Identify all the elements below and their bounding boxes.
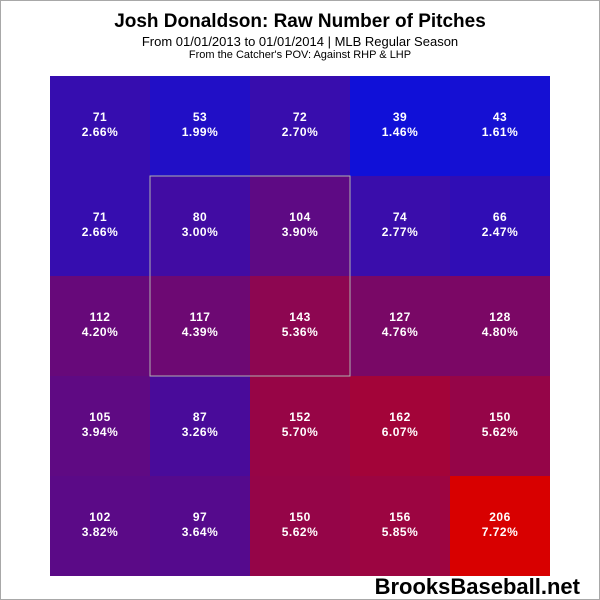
heatmap-cell-r0-c3	[350, 76, 450, 176]
heatmap-cell-r2-c2	[250, 276, 350, 376]
heatmap-cell-r4-c4	[450, 476, 550, 576]
chart-title: Josh Donaldson: Raw Number of Pitches	[114, 11, 486, 32]
heatmap-cell-r1-c3	[350, 176, 450, 276]
heatmap-cell-r3-c0	[50, 376, 150, 476]
cell-percent-r2-c0: 4.20%	[82, 325, 119, 339]
heatmap-cell-r4-c0	[50, 476, 150, 576]
cell-percent-r4-c0: 3.82%	[82, 525, 119, 539]
heatmap-cell-r1-c0	[50, 176, 150, 276]
heatmap-cell-r0-c4	[450, 76, 550, 176]
cell-percent-r3-c0: 3.94%	[82, 425, 119, 439]
cell-percent-r2-c3: 4.76%	[382, 325, 419, 339]
chart-note: From the Catcher's POV: Against RHP & LH…	[188, 49, 412, 61]
cell-count-r1-c0: 71	[93, 210, 107, 224]
heatmap-cell-r3-c1	[150, 376, 250, 476]
cell-count-r0-c2: 72	[293, 110, 307, 124]
cell-count-r0-c0: 71	[93, 110, 107, 124]
heatmap-cell-r0-c1	[150, 76, 250, 176]
cell-count-r1-c3: 74	[393, 210, 407, 224]
cell-percent-r3-c2: 5.70%	[282, 425, 319, 439]
cell-percent-r1-c0: 2.66%	[82, 225, 119, 239]
heatmap-cell-r3-c4	[450, 376, 550, 476]
cell-count-r0-c4: 43	[493, 110, 507, 124]
cell-count-r4-c2: 150	[289, 510, 311, 524]
heatmap-cell-r4-c1	[150, 476, 250, 576]
cell-count-r3-c4: 150	[489, 410, 511, 424]
cell-count-r2-c1: 117	[190, 310, 211, 324]
heatmap-cell-r1-c2	[250, 176, 350, 276]
cell-percent-r2-c4: 4.80%	[482, 325, 519, 339]
cell-percent-r1-c3: 2.77%	[382, 225, 419, 239]
heatmap-cell-r2-c3	[350, 276, 450, 376]
cell-percent-r1-c2: 3.90%	[282, 225, 319, 239]
heatmap-cell-r3-c3	[350, 376, 450, 476]
cell-count-r2-c4: 128	[489, 310, 511, 324]
cell-count-r4-c1: 97	[193, 510, 207, 524]
heatmap-cell-r4-c3	[350, 476, 450, 576]
cell-count-r3-c2: 152	[289, 410, 311, 424]
cell-count-r2-c3: 127	[389, 310, 411, 324]
cell-count-r4-c4: 206	[489, 510, 511, 524]
heatmap-cell-r0-c2	[250, 76, 350, 176]
cell-count-r1-c4: 66	[493, 210, 507, 224]
chart-subtitle: From 01/01/2013 to 01/01/2014 | MLB Regu…	[141, 34, 459, 49]
cell-percent-r2-c2: 5.36%	[282, 325, 319, 339]
cell-count-r3-c3: 162	[389, 410, 411, 424]
cell-count-r1-c2: 104	[289, 210, 311, 224]
heatmap-cell-r2-c1	[150, 276, 250, 376]
cell-count-r4-c3: 156	[389, 510, 411, 524]
cell-percent-r4-c1: 3.64%	[182, 525, 219, 539]
cell-count-r3-c1: 87	[193, 410, 207, 424]
brooksbaseball-watermark: BrooksBaseball.net	[374, 574, 580, 599]
cell-percent-r3-c1: 3.26%	[182, 425, 219, 439]
cell-percent-r0-c3: 1.46%	[382, 125, 419, 139]
cell-count-r0-c1: 53	[193, 110, 207, 124]
cell-percent-r0-c0: 2.66%	[82, 125, 119, 139]
cell-count-r4-c0: 102	[89, 510, 111, 524]
cell-percent-r4-c2: 5.62%	[282, 525, 319, 539]
heatmap-cell-r1-c1	[150, 176, 250, 276]
cell-percent-r4-c3: 5.85%	[382, 525, 419, 539]
cell-percent-r3-c3: 6.07%	[382, 425, 419, 439]
cell-percent-r3-c4: 5.62%	[482, 425, 519, 439]
heatmap-cell-r2-c4	[450, 276, 550, 376]
cell-count-r2-c2: 143	[289, 310, 311, 324]
cell-percent-r1-c4: 2.47%	[482, 225, 519, 239]
heatmap-cell-r3-c2	[250, 376, 350, 476]
cell-percent-r1-c1: 3.00%	[182, 225, 219, 239]
heatmap-cell-r0-c0	[50, 76, 150, 176]
cell-percent-r4-c4: 7.72%	[482, 525, 519, 539]
cell-percent-r0-c4: 1.61%	[482, 125, 519, 139]
cell-count-r0-c3: 39	[393, 110, 407, 124]
heatmap-cell-r2-c0	[50, 276, 150, 376]
cell-count-r2-c0: 112	[90, 310, 111, 324]
heatmap-cell-r1-c4	[450, 176, 550, 276]
cell-percent-r2-c1: 4.39%	[182, 325, 219, 339]
heatmap-cell-r4-c2	[250, 476, 350, 576]
cell-percent-r0-c2: 2.70%	[282, 125, 319, 139]
cell-count-r3-c0: 105	[89, 410, 111, 424]
cell-percent-r0-c1: 1.99%	[182, 125, 219, 139]
cell-count-r1-c1: 80	[193, 210, 207, 224]
strike-zone-outline	[149, 175, 351, 377]
